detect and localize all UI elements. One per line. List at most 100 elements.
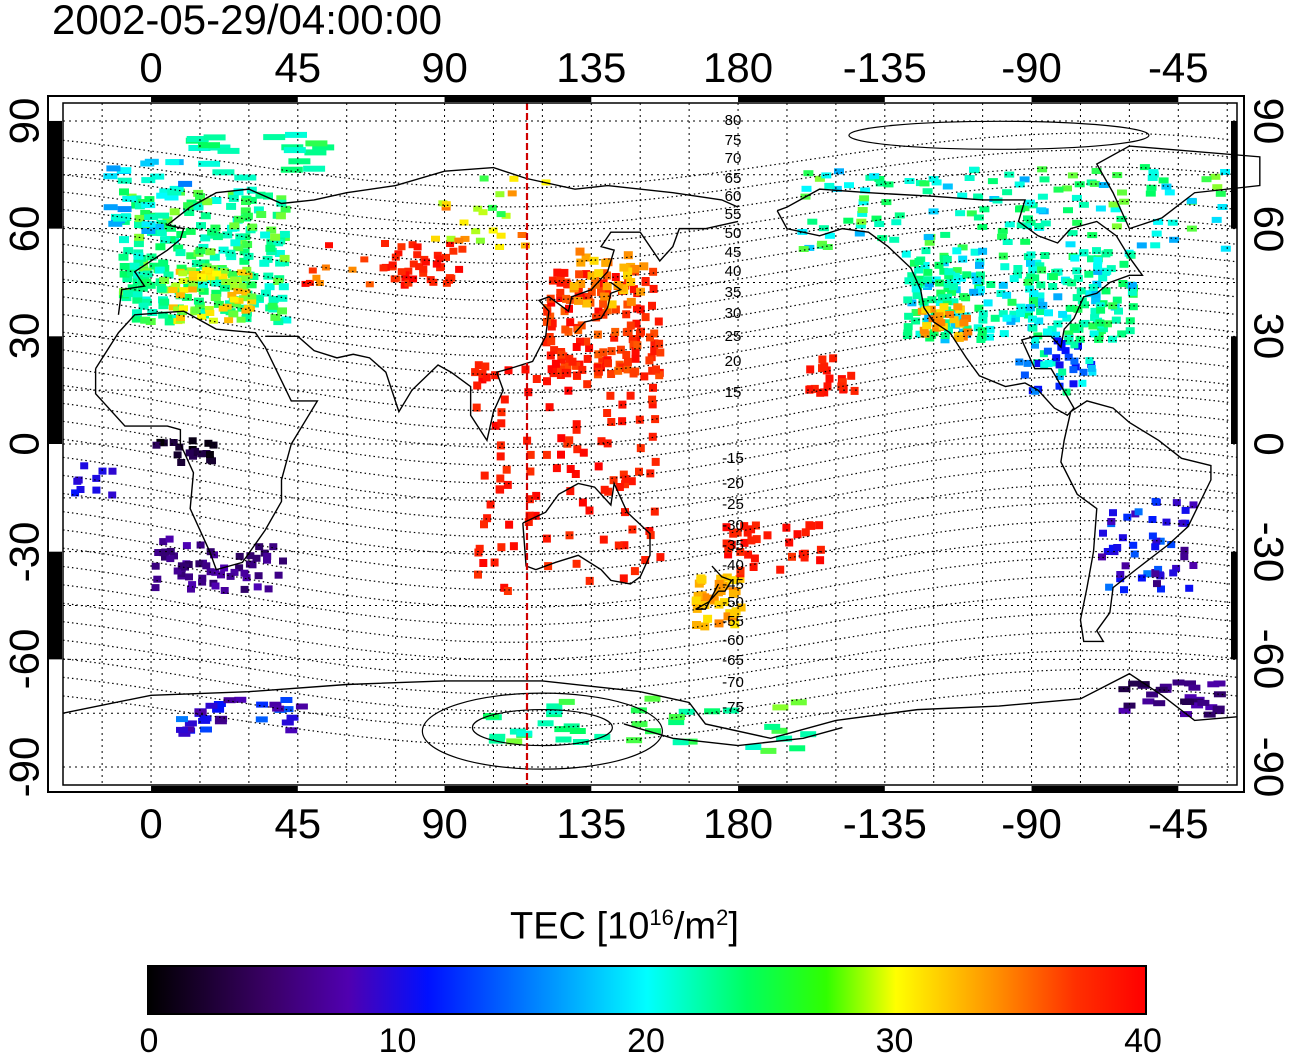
tec-cell <box>1098 182 1109 188</box>
tec-cell <box>1147 175 1158 181</box>
tec-cell <box>1185 584 1194 592</box>
tec-cell <box>635 467 643 476</box>
tec-cell <box>1038 301 1048 309</box>
tec-cell <box>772 704 789 711</box>
tec-cell <box>1053 186 1064 193</box>
tec-cell <box>1142 698 1155 705</box>
tec-cell <box>1108 335 1117 343</box>
tec-cell <box>202 267 212 274</box>
tec-cell <box>645 728 661 735</box>
tec-cell <box>248 561 257 569</box>
tec-cell <box>446 235 456 242</box>
tec-cell <box>914 266 924 274</box>
tec-cell <box>920 330 930 338</box>
tec-cell <box>790 699 807 706</box>
tec-cell <box>227 190 238 198</box>
tec-cell <box>1087 232 1098 239</box>
tec-cell <box>1055 382 1064 390</box>
tec-cell <box>556 288 565 297</box>
tec-cell <box>618 364 627 372</box>
tec-cell <box>474 548 483 557</box>
tec-cell <box>566 487 575 496</box>
tec-cell <box>202 198 213 206</box>
tec-cell <box>1055 361 1064 369</box>
tec-cell <box>206 548 215 556</box>
tec-cell <box>823 382 832 391</box>
tec-cell <box>496 474 505 483</box>
tec-cell <box>975 261 984 269</box>
tec-cell <box>601 258 611 267</box>
tec-cell <box>626 277 636 286</box>
tec-cell <box>301 280 310 287</box>
tec-cell <box>308 267 317 274</box>
tec-cell <box>218 246 229 254</box>
tec-cell <box>212 169 235 176</box>
tec-cell <box>471 368 480 377</box>
tec-cell <box>1051 359 1060 367</box>
mlat-contour <box>62 269 1238 339</box>
tec-cell <box>213 273 223 281</box>
tec-cell <box>943 281 953 288</box>
tec-cell <box>959 319 969 327</box>
lat-tick-left: -60 <box>0 629 47 690</box>
tec-cell <box>226 202 237 210</box>
tec-cell <box>196 222 206 230</box>
tec-cell <box>1069 380 1078 388</box>
tec-cell <box>1062 278 1072 286</box>
mlat-contour <box>62 322 1238 394</box>
tec-cell <box>1073 274 1083 282</box>
tec-cell <box>922 188 933 195</box>
tec-cell <box>217 147 240 154</box>
tec-cell <box>550 346 559 355</box>
tec-cell <box>1014 181 1025 188</box>
tec-cell <box>1072 219 1083 226</box>
tec-cell <box>928 315 938 323</box>
lon-tick-bottom: 45 <box>274 800 322 847</box>
tec-cell <box>275 212 286 220</box>
tec-cell <box>636 287 645 296</box>
tec-cell <box>276 195 287 203</box>
tec-cell <box>942 298 952 305</box>
tec-cell <box>472 403 481 412</box>
tec-cell <box>553 268 562 277</box>
tec-cell <box>623 365 632 374</box>
mlat-contour <box>62 668 1238 729</box>
tec-cell <box>855 222 866 229</box>
tec-cell <box>486 500 495 509</box>
mlat-oval <box>421 692 663 770</box>
tec-cell <box>631 347 640 356</box>
mlat-contour <box>62 252 1238 320</box>
tec-cell <box>198 574 207 582</box>
tec-cell <box>985 325 995 333</box>
tec-cell <box>1098 325 1108 333</box>
tec-cell <box>955 210 966 217</box>
tec-cell <box>390 275 399 283</box>
tec-cell <box>455 265 464 273</box>
tec-cell <box>546 312 555 321</box>
lon-tick-top: -135 <box>842 44 927 91</box>
tec-cell <box>997 233 1008 240</box>
tec-cell <box>175 292 185 299</box>
tec-cell <box>503 480 512 489</box>
tec-cell <box>572 559 581 568</box>
tec-cell <box>1118 707 1131 714</box>
tec-cell <box>1108 201 1119 208</box>
tec-cell <box>824 182 835 189</box>
tec-cell <box>1064 336 1073 344</box>
tec-cell <box>944 272 954 280</box>
tec-cell <box>1078 201 1089 208</box>
tec-cell <box>963 328 973 336</box>
tec-cell <box>325 242 333 249</box>
tec-cell <box>184 209 195 216</box>
tec-cell <box>217 571 225 579</box>
tec-cell <box>607 300 617 309</box>
tec-cell <box>950 272 960 280</box>
tec-cell <box>619 263 629 272</box>
tec-cell <box>1117 189 1127 196</box>
lat-tick-right: 90 <box>1244 97 1292 145</box>
tec-cell <box>556 273 565 282</box>
tec-cell <box>270 233 281 241</box>
tec-cell <box>1111 316 1121 324</box>
tec-cell <box>183 282 194 290</box>
tec-cell <box>188 581 197 589</box>
